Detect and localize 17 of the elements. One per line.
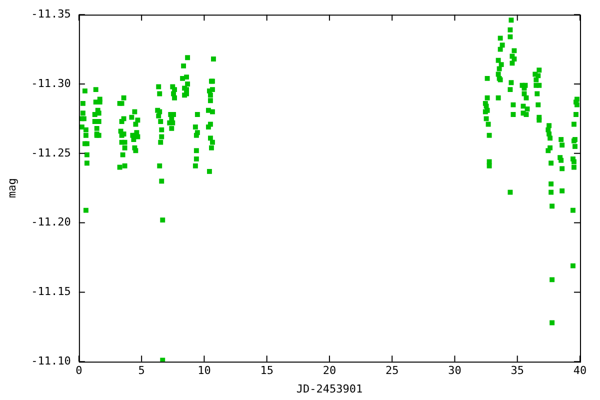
x-axis-title: JD-2453901 [296, 382, 363, 396]
y-axis-title: mag [5, 178, 18, 198]
y-tick-label: -11.30 [31, 76, 71, 90]
x-tick-label: 10 [198, 364, 211, 378]
y-tick-label: -11.10 [31, 354, 71, 368]
x-tick-label: 40 [573, 364, 587, 378]
x-tick-label: 20 [322, 364, 336, 378]
y-tick-label: -11.25 [31, 146, 71, 160]
y-tick-label: -11.15 [31, 285, 71, 298]
y-tick-label: -11.35 [31, 7, 71, 20]
x-tick-label: 0 [76, 364, 82, 378]
x-tick-label: 30 [448, 364, 462, 378]
y-tick-label: -11.20 [31, 216, 71, 229]
x-tick-label: 5 [138, 364, 145, 378]
x-tick-label: 35 [510, 364, 524, 378]
x-tick-label: 15 [260, 364, 274, 378]
x-tick-label: 25 [385, 364, 399, 378]
